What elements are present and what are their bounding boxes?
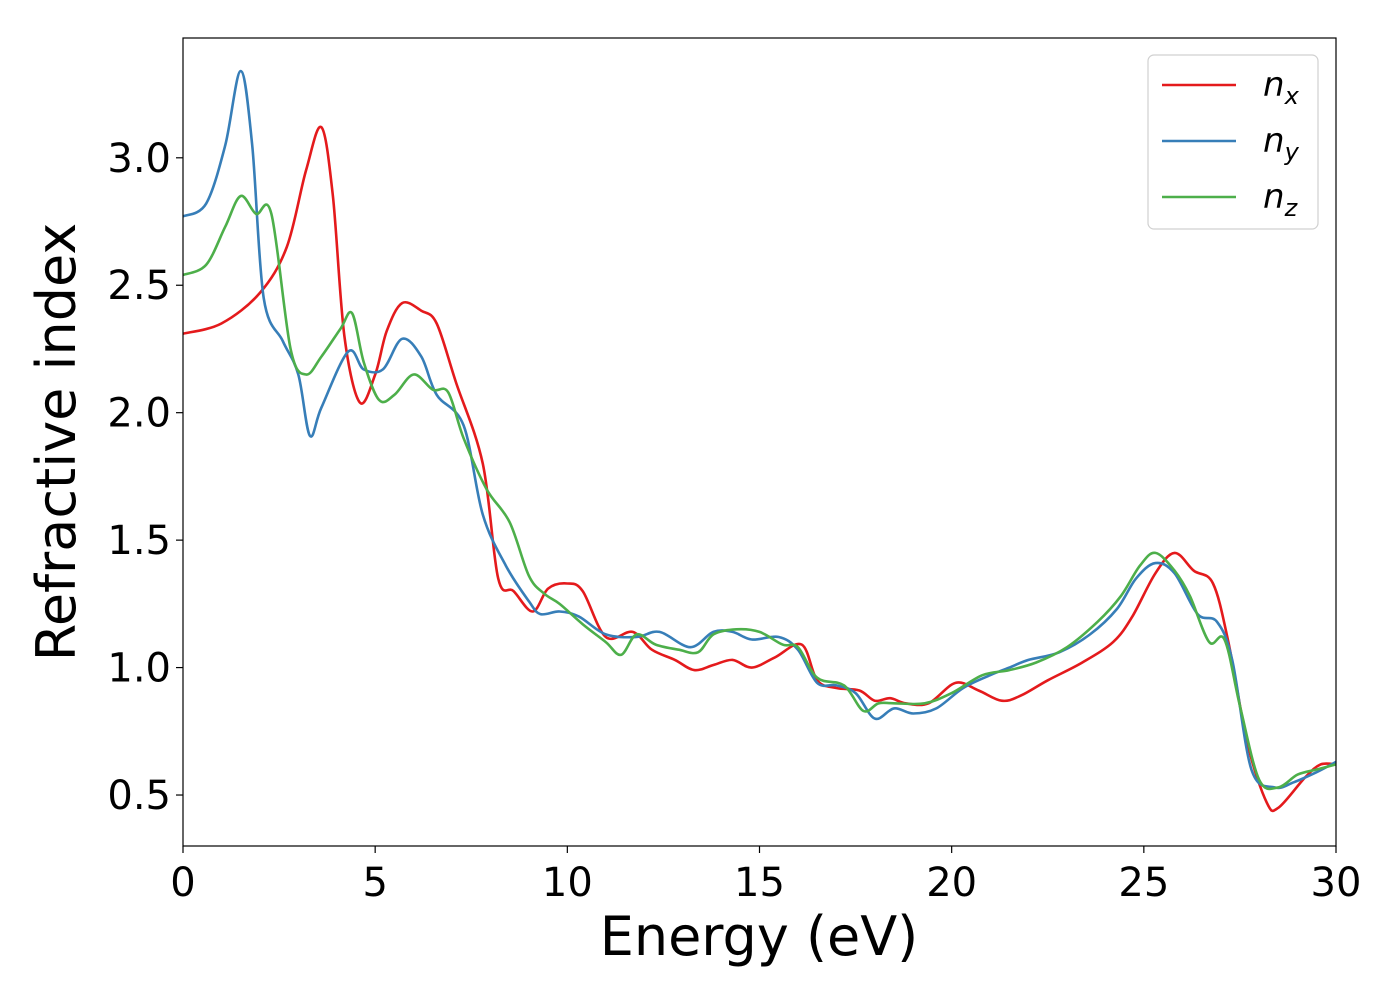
legend: nx ny nz xyxy=(1147,54,1319,230)
x-tick-label: 0 xyxy=(170,860,195,906)
y-tick-label: 3.0 xyxy=(107,136,171,182)
x-tick-label: 25 xyxy=(1118,860,1169,906)
x-tick-label: 15 xyxy=(734,860,785,906)
x-tick-label: 5 xyxy=(362,860,387,906)
y-tick-label: 1.5 xyxy=(107,518,171,564)
y-axis-ticks: 0.5 1.0 1.5 2.0 2.5 3.0 xyxy=(107,136,183,819)
x-tick-label: 10 xyxy=(542,860,593,906)
legend-label-x: nx xyxy=(1263,65,1300,110)
y-axis-title: Refractive index xyxy=(25,223,88,662)
series-layer xyxy=(182,69,1337,813)
x-tick-label: 20 xyxy=(926,860,977,906)
y-tick-label: 2.5 xyxy=(107,263,171,309)
x-axis-ticks: 0 5 10 15 20 25 30 xyxy=(170,846,1361,906)
y-tick-label: 1.0 xyxy=(107,646,171,692)
x-tick-label: 30 xyxy=(1311,860,1362,906)
legend-label-z: nz xyxy=(1263,177,1299,222)
plot-area xyxy=(183,38,1336,846)
y-tick-label: 2.0 xyxy=(107,391,171,437)
series-line-z xyxy=(182,194,1337,791)
series-line-x xyxy=(182,125,1337,813)
legend-label-y: ny xyxy=(1263,121,1300,166)
y-tick-label: 0.5 xyxy=(107,773,171,819)
x-axis-title: Energy (eV) xyxy=(600,905,919,968)
